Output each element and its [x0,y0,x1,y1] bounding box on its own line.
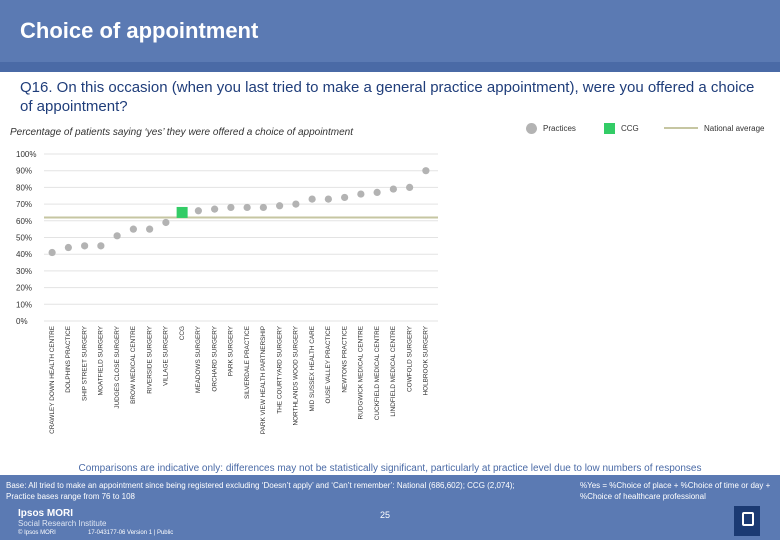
chart-legend: Practices CCG National average [520,120,780,138]
category-label: VILLAGE SURGERY [163,325,170,386]
practice-marker [64,243,72,252]
category-label: CUCKFIELD MEDICAL CENTRE [374,326,381,420]
y-tick-label: 70% [16,200,32,209]
category-label: SILVERDALE PRACTICE [244,326,251,399]
practice-marker [341,193,349,202]
y-tick-label: 80% [16,183,32,192]
practice-marker [373,188,381,197]
y-tick-label: 10% [16,300,32,309]
y-tick-label: 100% [16,150,36,159]
base-note: Base: All tried to make an appointment s… [6,481,515,501]
category-label: CRAWLEY DOWN HEALTH CENTRE [49,326,56,434]
category-label: COWFOLD SURGERY [406,325,413,392]
practice-marker [129,225,137,233]
category-label: LINDFIELD MEDICAL CENTRE [390,326,397,417]
practice-dot-icon [526,122,537,134]
category-label: RUDGWICK MEDICAL CENTRE [358,326,365,420]
category-label: PARK VIEW HEALTH PARTNERSHIP [260,326,267,434]
legend-ccg-label: CCG [621,123,639,133]
copyright: © Ipsos MORI [18,530,56,536]
logo-subtitle: Social Research Institute [18,519,107,528]
practice-marker [211,205,219,213]
legend-practices: Practices [526,120,576,136]
category-label: THE COURTYARD SURGERY [276,325,283,413]
practice-marker [406,183,414,191]
practice-marker [292,200,300,208]
y-tick-label: 20% [16,284,32,293]
category-label: CCG [179,326,186,340]
category-label: SHIP STREET SURGERY [81,325,88,401]
category-label: NORTHLANDS WOOD SURGERY [293,325,300,425]
category-label: MID SUSSEX HEALTH CARE [309,326,316,411]
category-label: MOATFIELD SURGERY [98,325,105,395]
practice-marker [276,202,284,210]
practice-marker [146,225,154,233]
legend-national: National average [664,120,764,136]
practice-marker [97,242,105,250]
practice-marker [194,207,202,215]
header-band [0,62,780,72]
category-label: ORCHARD SURGERY [211,325,218,391]
y-tick-label: 0% [16,317,28,326]
national-line-icon [664,127,698,129]
job-reference: 17-043177-06 Version 1 | Public [88,530,174,536]
practice-marker [308,195,316,203]
practice-marker [259,203,267,212]
category-label: HOLBROOK SURGERY [423,325,430,395]
title-bar: Choice of appointment [0,0,780,62]
question-text: Q16. On this occasion (when you last tri… [20,79,755,115]
practice-marker [389,185,397,193]
category-label: NEWTONS PRACTICE [341,326,348,393]
page-title: Choice of appointment [20,18,259,43]
practice-marker [81,242,89,250]
legend-ccg: CCG [604,120,639,136]
y-tick-label: 90% [16,167,32,176]
category-label: DOLPHINS PRACTICE [65,326,72,393]
chart-subtitle: Percentage of patients saying ‘yes’ they… [10,127,353,138]
logo-name: Ipsos MORI [18,508,74,519]
category-label: BROW MEDICAL CENTRE [130,326,137,404]
category-label: JUDGES CLOSE SURGERY [114,325,121,408]
category-label: MEADOWS SURGERY [195,325,202,393]
practice-marker [422,167,430,175]
page-number: 25 [380,510,391,520]
y-tick-label: 50% [16,234,32,243]
category-label: RIVERSIDE SURGERY [146,325,153,393]
choice-chart: 0% 10% 20% 30% 40% 50% 60% 70% 80% 90% 100% CRAWLEY… [16,150,438,434]
y-tick-label: 60% [16,217,32,226]
practice-marker [243,203,251,212]
yes-definition-note: %Yes = %Choice of place + %Choice of tim… [580,481,771,501]
footer [0,475,780,540]
ccg-square-icon [604,122,615,134]
practice-marker [324,195,332,203]
practice-marker [357,190,365,198]
practice-marker [227,203,235,212]
comparison-note: Comparisons are indicative only: differe… [78,463,702,474]
y-tick-label: 40% [16,250,32,259]
legend-practices-label: Practices [543,123,576,133]
practice-marker [162,218,170,227]
practice-marker [48,248,56,257]
category-label: PARK SURGERY [228,325,235,376]
legend-national-label: National average [704,123,765,133]
practice-marker [113,232,121,240]
ccg-marker [176,206,188,218]
ipsos-logo: Ipsos MORI Social Research Institute [18,508,107,529]
category-label: OUSE VALLEY PRACTICE [325,326,332,404]
y-tick-label: 30% [16,267,32,276]
brand-mark-icon [734,506,760,536]
